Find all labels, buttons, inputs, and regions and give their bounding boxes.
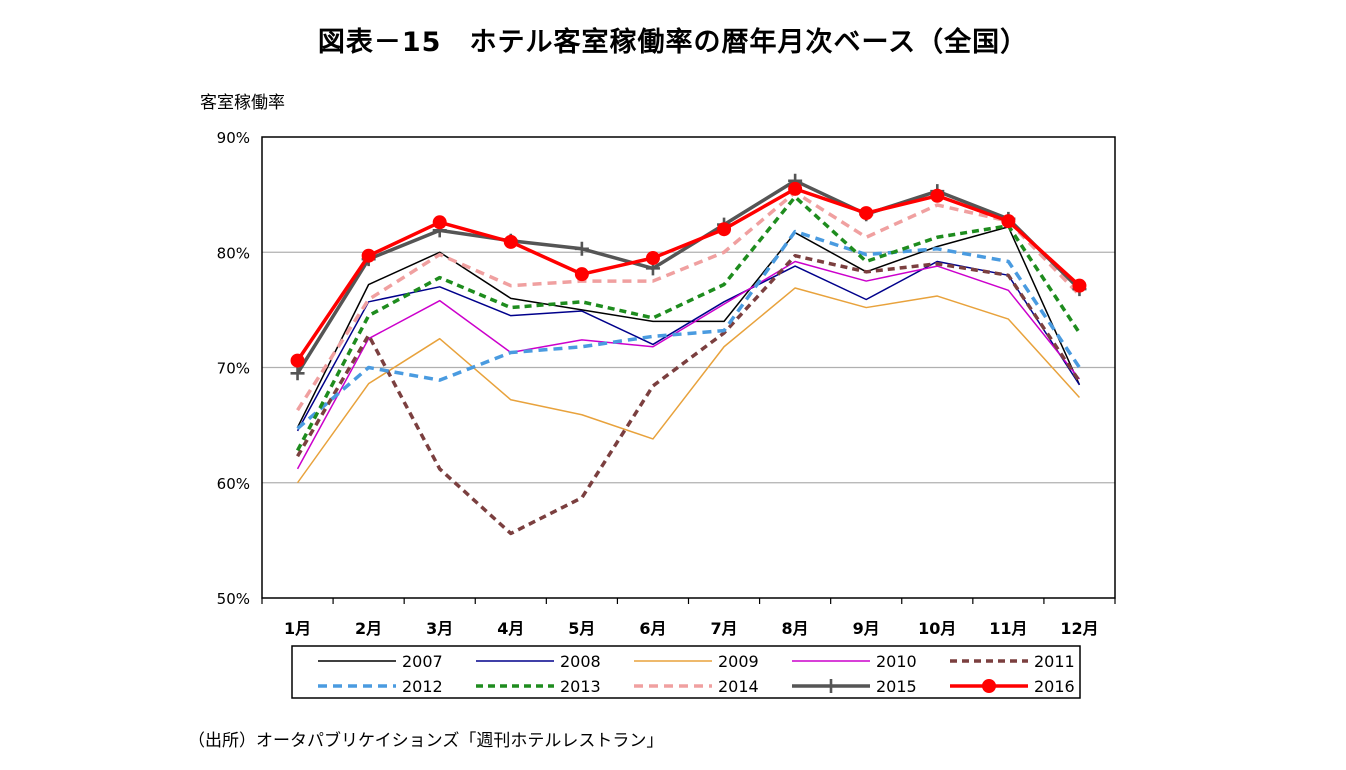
legend-label: 2011: [1034, 652, 1075, 671]
series-2008: [296, 260, 1081, 432]
y-tick-label: 50%: [217, 590, 250, 608]
series-line: [296, 229, 1081, 430]
legend-label: 2010: [876, 652, 917, 671]
series-2016: [290, 181, 1087, 368]
legend-item: 2008: [476, 652, 601, 671]
data-point: [717, 222, 732, 237]
y-axis-label: 客室稼働率: [200, 93, 285, 113]
y-tick-label: 90%: [217, 129, 250, 147]
x-tick-label: 2月: [355, 619, 382, 638]
legend-label: 2015: [876, 677, 917, 696]
data-point: [1001, 214, 1016, 229]
series-2014: [296, 190, 1081, 412]
legend-label: 2008: [560, 652, 601, 671]
legend-label: 2009: [718, 652, 759, 671]
legend-item: 2015: [792, 677, 917, 696]
legend-label: 2012: [402, 677, 443, 696]
data-point: [645, 251, 660, 266]
chart-title: 図表－15 ホテル客室稼働率の暦年月次ベース（全国）: [317, 27, 1029, 58]
y-tick-label: 60%: [217, 475, 250, 493]
x-tick-label: 6月: [639, 619, 666, 638]
x-tick-label: 8月: [782, 619, 809, 638]
series-line: [296, 179, 1081, 375]
legend-label: 2013: [560, 677, 601, 696]
legend-label: 2007: [402, 652, 443, 671]
data-point: [574, 267, 589, 282]
y-tick-label: 80%: [217, 244, 250, 262]
series-line: [296, 187, 1081, 362]
legend-item: 2014: [634, 677, 759, 696]
x-tick-label: 5月: [568, 619, 595, 638]
legend-label: 2014: [718, 677, 759, 696]
x-tick-label: 10月: [918, 619, 956, 638]
x-tick-label: 11月: [989, 619, 1027, 638]
legend-item: 2012: [318, 677, 443, 696]
x-tick-label: 3月: [426, 619, 453, 638]
data-point: [432, 215, 447, 230]
legend-item: 2009: [634, 652, 759, 671]
legend-label: 2016: [1034, 677, 1075, 696]
data-point: [574, 241, 589, 256]
data-point: [1072, 278, 1087, 293]
data-point: [290, 353, 305, 368]
series-line: [296, 253, 1081, 536]
legend-item: 2010: [792, 652, 917, 671]
x-tick-label: 12月: [1060, 619, 1098, 638]
data-point: [930, 188, 945, 203]
y-tick-label: 70%: [217, 360, 250, 378]
series-line: [295, 195, 1081, 452]
series-line: [296, 287, 1081, 484]
data-point: [290, 366, 305, 381]
series-2013: [295, 195, 1081, 452]
source-note: （出所）オータパブリケイションズ「週刊ホテルレストラン」: [188, 731, 664, 751]
series-line: [296, 260, 1081, 432]
data-point: [788, 181, 803, 196]
data-point: [361, 248, 376, 263]
series-2009: [296, 287, 1081, 484]
series-line: [296, 226, 1081, 428]
series-2012: [296, 229, 1081, 430]
legend-item: 2013: [476, 677, 601, 696]
series-2010: [296, 260, 1081, 470]
data-point: [859, 206, 874, 221]
data-point: [982, 679, 996, 693]
legend-item: 2016: [950, 677, 1075, 696]
series-line: [296, 190, 1081, 412]
x-tick-label: 4月: [497, 619, 524, 638]
series-line: [296, 260, 1081, 470]
series-2007: [296, 226, 1081, 428]
legend: [291, 645, 1081, 699]
data-point: [503, 234, 518, 249]
x-tick-label: 1月: [284, 619, 311, 638]
x-tick-label: 7月: [710, 619, 737, 638]
series-2011: [296, 253, 1081, 536]
data-point: [824, 679, 838, 693]
x-tick-label: 9月: [853, 619, 880, 638]
legend-item: 2011: [950, 652, 1075, 671]
legend-item: 2007: [318, 652, 443, 671]
